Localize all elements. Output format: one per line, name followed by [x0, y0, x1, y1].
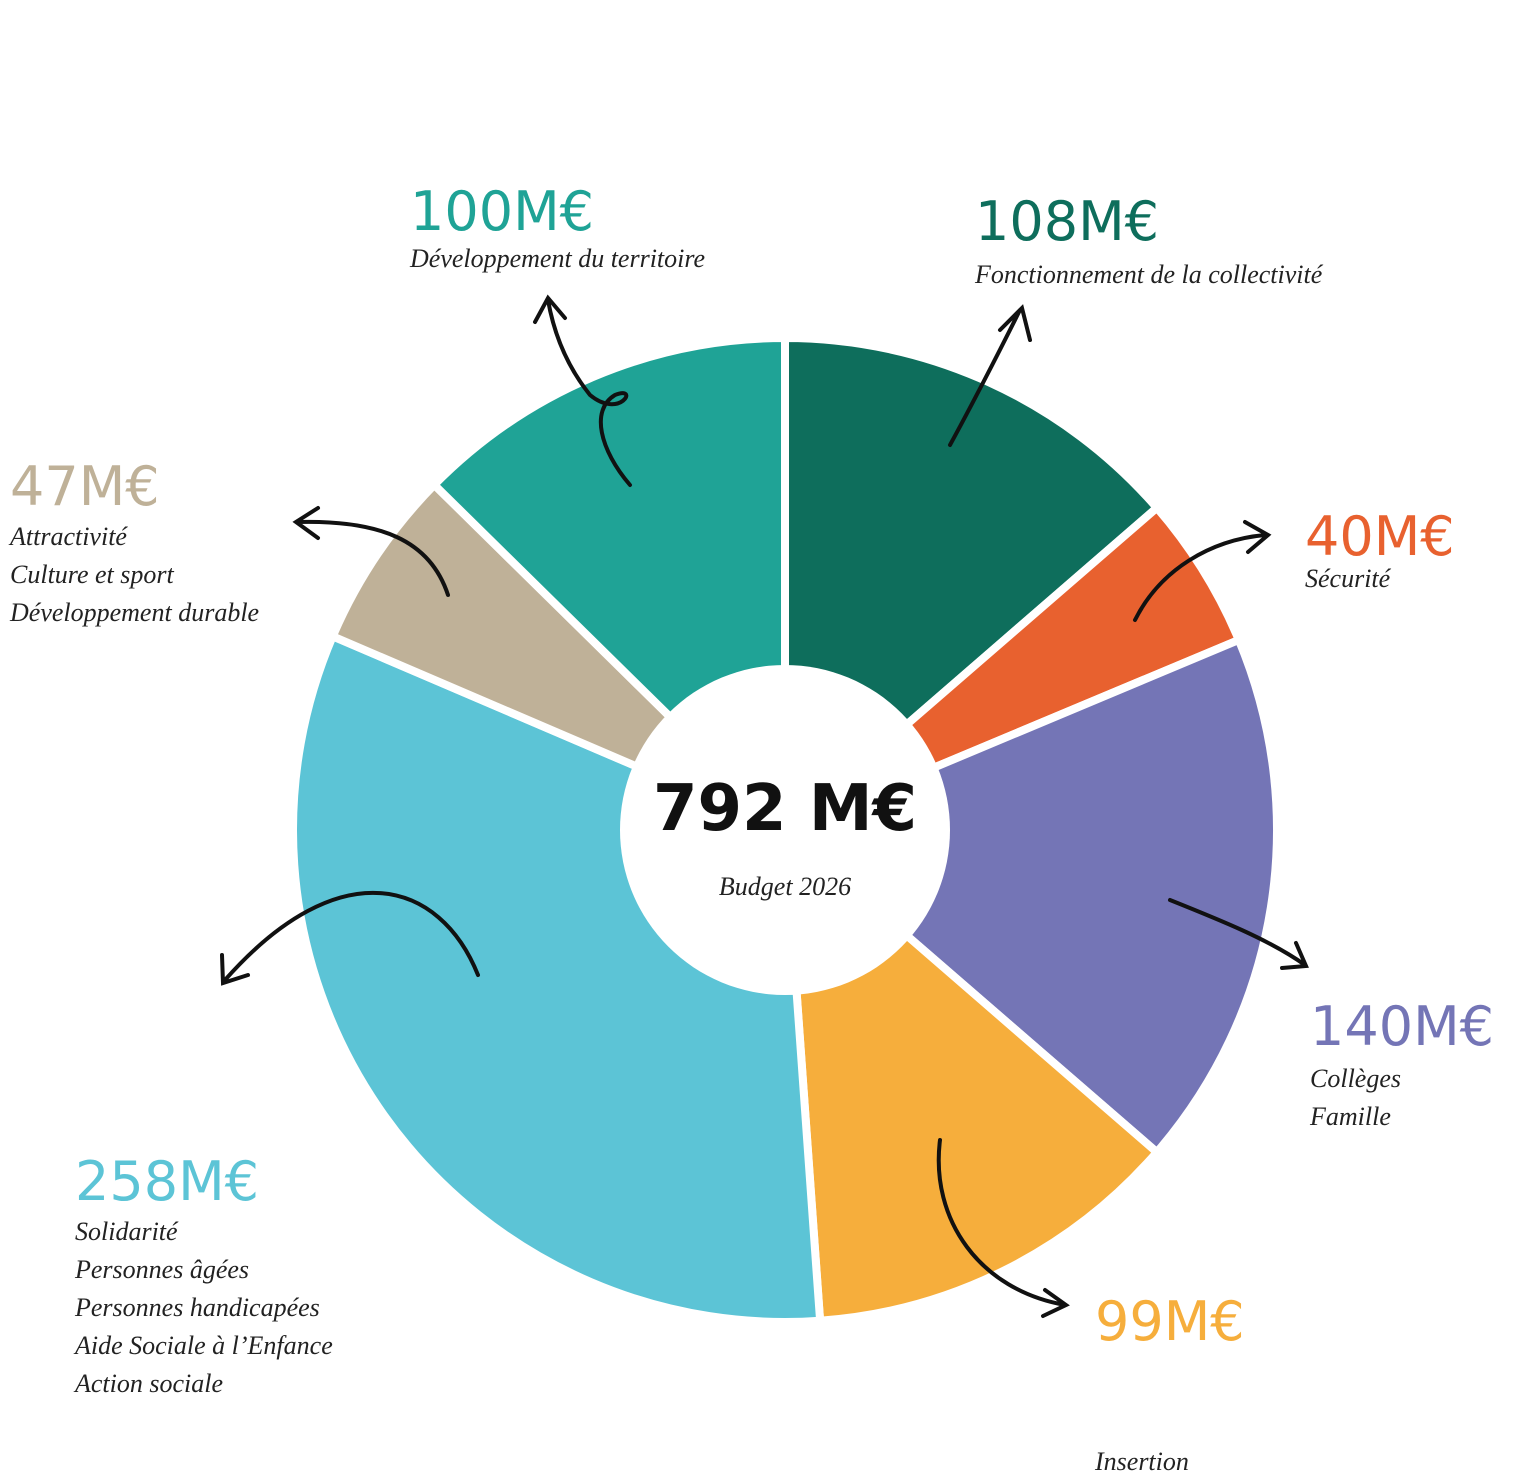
arrow: [533, 294, 632, 487]
category-label: Aide Sociale à l’Enfance: [73, 1331, 333, 1360]
value-label: 47M€: [10, 455, 160, 518]
center-sublabel: Budget 2026: [719, 872, 851, 901]
arrow: [936, 1138, 1070, 1318]
decor-arrows: [220, 294, 1309, 1318]
value-label: 108M€: [975, 190, 1159, 253]
arrow: [1133, 520, 1272, 622]
category-label: Solidarité: [75, 1217, 179, 1246]
arrow: [220, 891, 480, 986]
arrow: [1168, 898, 1309, 970]
category-label: Développement durable: [9, 598, 259, 627]
value-label: 258M€: [75, 1150, 259, 1213]
value-label: 100M€: [410, 180, 594, 243]
value-label: 40M€: [1305, 505, 1455, 568]
value-label: 99M€: [1095, 1290, 1245, 1353]
arrow: [948, 304, 1032, 447]
category-label: Sécurité: [1305, 564, 1392, 593]
category-label: Personnes âgées: [74, 1255, 249, 1284]
category-label: Culture et sport: [10, 560, 174, 589]
category-label: Insertion: [1094, 1447, 1189, 1476]
category-label: Collèges: [1310, 1064, 1401, 1093]
category-label: Fonctionnement de la collectivité: [974, 260, 1324, 289]
category-label: Attractivité: [8, 522, 128, 551]
category-label: Développement du territoire: [409, 244, 705, 273]
value-label: 140M€: [1310, 995, 1494, 1058]
center-label: 792 M€: [653, 772, 917, 846]
category-label: Famille: [1309, 1102, 1391, 1131]
category-label: Action sociale: [73, 1369, 223, 1398]
arrow: [292, 506, 450, 597]
donut-hole: [620, 665, 950, 995]
category-label: Personnes handicapées: [74, 1293, 320, 1322]
